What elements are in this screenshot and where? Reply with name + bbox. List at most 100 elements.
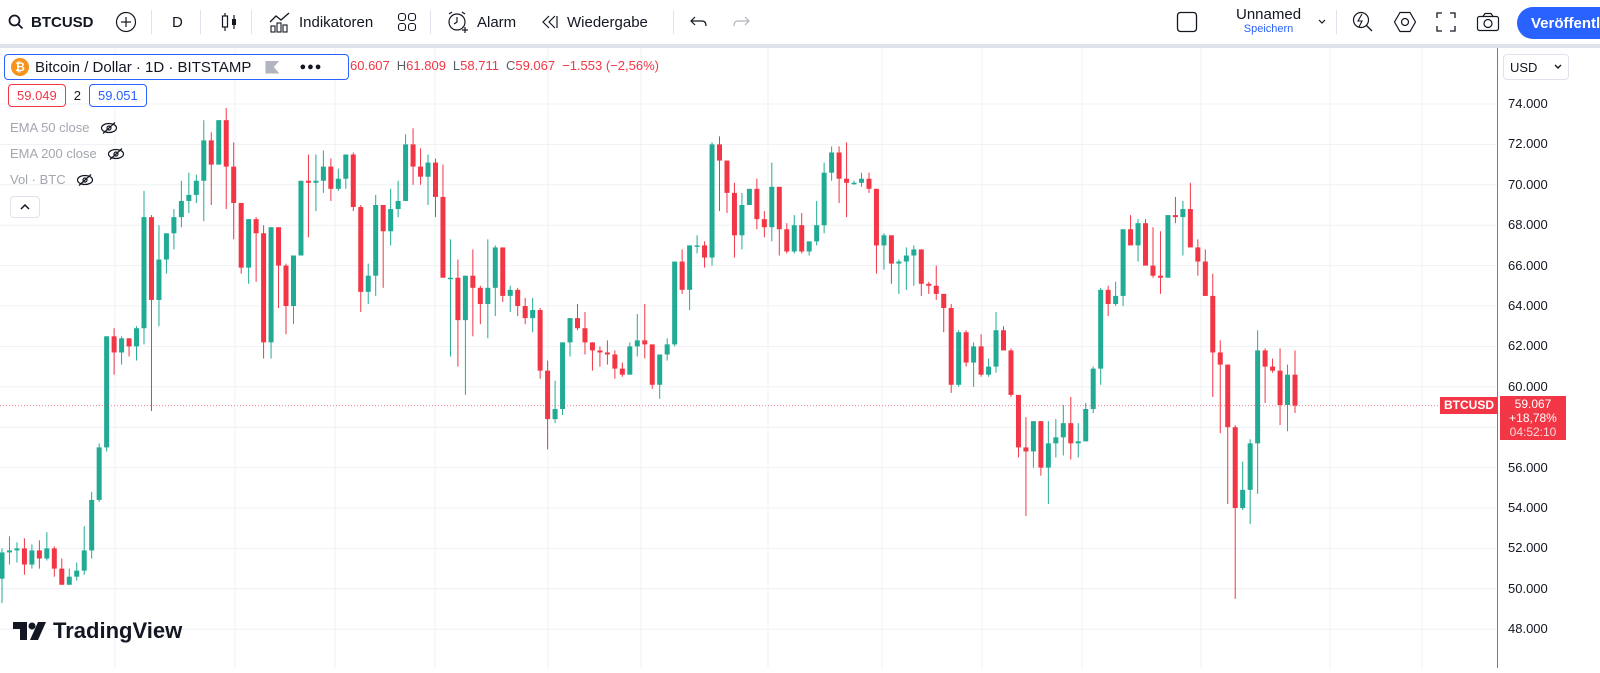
high-label: H xyxy=(396,58,407,73)
layout-menu-button[interactable] xyxy=(1317,0,1327,44)
publish-button[interactable]: Veröffentl xyxy=(1517,7,1600,39)
price-tick: 62.000 xyxy=(1508,338,1548,354)
quick-search-button[interactable] xyxy=(1351,0,1375,44)
price-tick: 74.000 xyxy=(1508,96,1548,111)
indicator-label: EMA 200 close xyxy=(10,146,97,161)
divider xyxy=(251,10,252,34)
candlestick-chart[interactable] xyxy=(0,48,1497,668)
price-tick: 48.000 xyxy=(1508,621,1548,637)
interval-label: D xyxy=(172,13,183,31)
toolbar-divider xyxy=(0,44,1600,48)
indicators-icon xyxy=(269,12,290,33)
symbol-legend[interactable]: ₿ Bitcoin / Dollar · 1D · BITSTAMP ●●● xyxy=(4,54,349,80)
tradingview-logo-icon xyxy=(13,622,46,640)
divider xyxy=(430,10,431,34)
last-change: +18,78% xyxy=(1509,411,1557,425)
divider xyxy=(200,10,201,34)
snapshot-button[interactable] xyxy=(1476,0,1500,44)
last-price-label: 59.067 +18,78% 04:52:10 xyxy=(1500,396,1566,440)
price-tick: 50.000 xyxy=(1508,580,1548,596)
alert-button[interactable]: Alarm xyxy=(446,0,516,44)
bitcoin-logo-icon: ₿ xyxy=(11,58,29,76)
price-tick: 70.000 xyxy=(1508,176,1548,192)
price-tick: 66.000 xyxy=(1508,257,1548,273)
rewind-icon xyxy=(542,15,558,29)
alarm-clock-icon xyxy=(448,11,468,33)
symbol-title: Bitcoin / Dollar · 1D · BITSTAMP xyxy=(35,58,252,76)
grid-icon xyxy=(397,12,417,32)
alert-label: Alarm xyxy=(477,13,517,31)
layout-name-button[interactable]: Unnamed Speichern xyxy=(1236,7,1301,35)
indicator-ema-50[interactable]: EMA 50 close xyxy=(10,120,118,135)
save-link[interactable]: Speichern xyxy=(1243,23,1294,35)
divider xyxy=(151,10,152,34)
chevron-up-icon xyxy=(20,204,30,210)
currency-label: USD xyxy=(1510,59,1538,75)
candles-icon xyxy=(221,13,236,31)
eye-off-icon[interactable] xyxy=(100,121,118,134)
redo-button[interactable] xyxy=(732,0,750,44)
flag-icon[interactable] xyxy=(265,60,280,74)
bid-ask: 59.049 2 59.051 xyxy=(8,84,147,107)
indicator-volume[interactable]: Vol · BTC xyxy=(10,172,94,187)
layout-name: Unnamed xyxy=(1236,6,1302,23)
symbol-search-button[interactable]: BTCUSD xyxy=(8,0,94,44)
change-value: −1.553 (−2,56%) xyxy=(562,58,659,73)
lightning-search-icon xyxy=(1352,11,1373,32)
hexagon-gear-icon xyxy=(1393,11,1417,33)
chevron-down-icon xyxy=(1554,64,1562,69)
plus-circle-icon xyxy=(115,11,137,33)
replay-label: Wiedergabe xyxy=(567,13,648,31)
more-options-icon[interactable]: ●●● xyxy=(299,61,323,73)
bar-countdown: 04:52:10 xyxy=(1509,425,1557,439)
last-price: 59.067 xyxy=(1514,397,1552,411)
divider xyxy=(673,10,674,34)
indicator-label: EMA 50 close xyxy=(10,120,90,135)
undo-button[interactable] xyxy=(690,0,708,44)
interval-button[interactable]: D xyxy=(172,0,183,44)
redo-icon xyxy=(733,16,750,27)
indicator-ema-200[interactable]: EMA 200 close xyxy=(10,146,125,161)
buy-price-button[interactable]: 59.051 xyxy=(89,84,147,107)
chart-pane[interactable] xyxy=(0,48,1497,668)
sell-price-button[interactable]: 59.049 xyxy=(8,84,66,107)
price-tick: 64.000 xyxy=(1508,298,1548,313)
low-value: 58.711 xyxy=(460,58,499,73)
high-value: 61.809 xyxy=(406,58,446,73)
price-tick: 72.000 xyxy=(1508,136,1548,152)
collapse-indicators-button[interactable] xyxy=(10,196,40,218)
logo-text: TradingView xyxy=(53,618,183,643)
chart-type-button[interactable] xyxy=(220,0,240,44)
open-value: 60.607 xyxy=(350,58,390,73)
close-label: C xyxy=(505,58,516,73)
spread-value: 2 xyxy=(73,88,81,103)
search-icon xyxy=(8,14,24,30)
top-toolbar: BTCUSD D Indikatoren Alarm Wiedergabe Un… xyxy=(0,0,1600,44)
symbol-price-tag: BTCUSD xyxy=(1440,397,1498,414)
layout-toggle-button[interactable] xyxy=(1176,0,1198,44)
currency-select[interactable]: USD xyxy=(1503,54,1569,80)
indicators-label: Indikatoren xyxy=(299,13,374,31)
ohlc-values: 60.607 H61.809 L58.711 C59.067 −1.553 (−… xyxy=(350,58,659,73)
low-label: L xyxy=(452,58,461,73)
fullscreen-icon xyxy=(1436,12,1456,32)
price-tick: 52.000 xyxy=(1508,540,1548,556)
layouts-button[interactable] xyxy=(397,0,417,44)
price-tick: 54.000 xyxy=(1508,500,1548,515)
price-axis[interactable]: USD 74.000 72.000 70.000 68.000 66.000 64.000… xyxy=(1497,48,1600,668)
divider xyxy=(1336,10,1337,34)
symbol-label: BTCUSD xyxy=(31,13,94,31)
close-value: 59.067 xyxy=(515,58,556,73)
replay-button[interactable]: Wiedergabe xyxy=(540,0,648,44)
eye-off-icon[interactable] xyxy=(76,173,94,186)
tradingview-logo[interactable]: TradingView xyxy=(13,618,182,644)
indicator-label: Vol · BTC xyxy=(10,172,66,187)
price-tick: 68.000 xyxy=(1508,217,1548,233)
undo-icon xyxy=(690,16,707,27)
indicators-button[interactable]: Indikatoren xyxy=(268,0,373,44)
settings-button[interactable] xyxy=(1393,0,1417,44)
compare-symbol-button[interactable] xyxy=(115,0,137,44)
fullscreen-button[interactable] xyxy=(1436,0,1456,44)
camera-icon xyxy=(1476,12,1500,32)
eye-off-icon[interactable] xyxy=(107,147,125,160)
